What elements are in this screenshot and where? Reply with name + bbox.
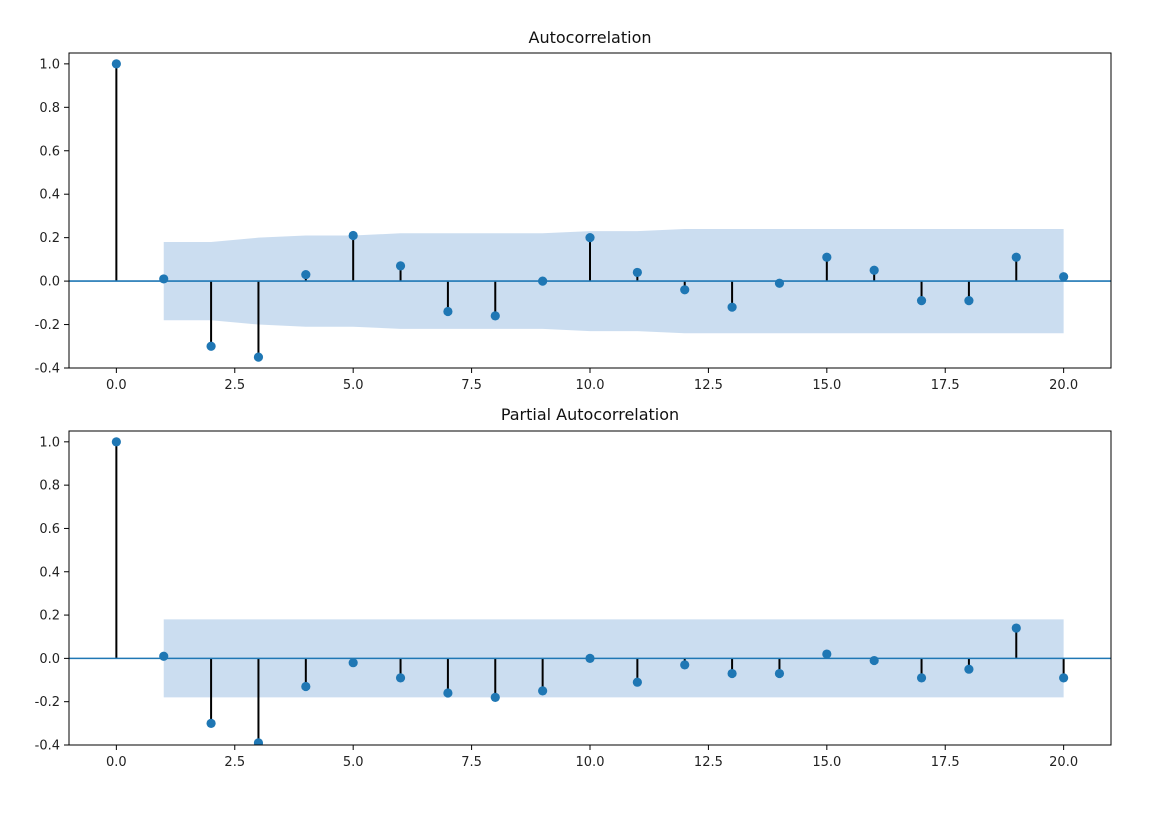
x-tick-label: 15.0	[812, 378, 841, 393]
x-tick-label: 10.0	[576, 378, 605, 393]
x-tick-label: 2.5	[224, 378, 245, 393]
y-tick-label: 1.0	[39, 435, 60, 450]
point-lag-18	[964, 664, 974, 674]
point-lag-1	[159, 274, 169, 284]
point-lag-9	[538, 686, 548, 696]
point-lag-11	[632, 267, 642, 278]
point-lag-19	[1011, 252, 1021, 262]
plot-area	[69, 437, 1111, 745]
x-tick-label: 7.5	[461, 755, 482, 770]
point-lag-10	[585, 653, 595, 663]
y-tick-label: 0.4	[39, 565, 60, 580]
x-tick-label: 0.0	[106, 755, 127, 770]
y-tick-label: 0.8	[39, 101, 60, 116]
point-lag-4	[301, 269, 311, 280]
point-lag-20	[1059, 673, 1069, 683]
point-lag-9	[538, 276, 548, 286]
y-tick-label: -0.4	[35, 739, 60, 754]
point-lag-8	[490, 311, 500, 321]
point-lag-0	[111, 59, 121, 69]
y-tick-label: 0.6	[39, 522, 60, 537]
point-lag-10	[585, 233, 595, 243]
point-lag-12	[680, 660, 690, 670]
point-lag-6	[395, 261, 406, 271]
x-tick-label: 15.0	[812, 755, 841, 770]
point-lag-1	[159, 651, 169, 661]
y-tick-label: -0.4	[35, 362, 60, 377]
x-tick-label: 20.0	[1049, 378, 1078, 393]
chart-panel-1: -0.4 -0.2 0.0 0.2 0.4 0.6 0.8 1.0 0.0 2.5 5.0 7.5 10…	[35, 28, 1112, 393]
point-lag-7	[443, 688, 453, 698]
point-lag-15	[822, 649, 832, 659]
x-tick-label: 5.0	[343, 378, 364, 393]
point-lag-2	[206, 718, 216, 728]
x-tick-label: 0.0	[106, 378, 127, 393]
point-lag-8	[490, 692, 500, 702]
x-tick-label: 17.5	[931, 378, 960, 393]
point-lag-13	[727, 302, 737, 312]
point-lag-7	[443, 306, 453, 317]
point-lag-6	[395, 673, 406, 683]
point-lag-17	[916, 673, 927, 683]
point-lag-3	[253, 352, 264, 362]
y-tick-label: 0.6	[39, 144, 60, 159]
point-lag-0	[111, 437, 121, 447]
y-tick-label: -0.2	[35, 695, 60, 710]
y-tick-label: -0.2	[35, 318, 60, 333]
point-lag-20	[1059, 272, 1069, 282]
y-tick-label: 0.8	[39, 479, 60, 494]
point-lag-16	[869, 265, 879, 275]
point-lag-19	[1011, 623, 1021, 633]
point-lag-17	[916, 296, 927, 306]
y-tick-label: 0.2	[39, 231, 60, 246]
x-tick-label: 7.5	[461, 378, 482, 393]
point-lag-11	[632, 677, 642, 687]
chart-panel-2: -0.4 -0.2 0.0 0.2 0.4 0.6 0.8 1.0 0.0 2.5 5.0 7.5 10…	[35, 405, 1112, 770]
point-lag-3	[253, 738, 264, 745]
x-tick-label: 5.0	[343, 755, 364, 770]
point-lag-18	[964, 296, 974, 306]
point-lag-4	[301, 681, 311, 692]
point-lag-16	[869, 655, 879, 666]
y-tick-label: 0.0	[39, 652, 60, 667]
y-tick-label: 0.4	[39, 188, 60, 203]
chart-title: Partial Autocorrelation	[501, 405, 679, 424]
axes-frame	[68, 430, 1112, 746]
point-lag-15	[822, 252, 832, 262]
point-lag-14	[774, 278, 785, 288]
point-lag-5	[348, 230, 358, 241]
point-lag-2	[206, 341, 216, 351]
point-lag-13	[727, 668, 737, 679]
plot-area	[69, 59, 1111, 362]
x-tick-label: 20.0	[1049, 755, 1078, 770]
point-lag-12	[680, 285, 690, 295]
x-tick-label: 10.0	[576, 755, 605, 770]
x-tick-label: 17.5	[931, 755, 960, 770]
y-tick-label: 0.2	[39, 609, 60, 624]
x-tick-label: 12.5	[694, 378, 723, 393]
point-lag-5	[348, 658, 358, 668]
y-tick-label: 0.0	[39, 275, 60, 290]
x-tick-label: 2.5	[224, 755, 245, 770]
chart-title: Autocorrelation	[529, 28, 652, 47]
x-tick-label: 12.5	[694, 755, 723, 770]
y-tick-label: 1.0	[39, 57, 60, 72]
point-lag-14	[774, 668, 785, 679]
